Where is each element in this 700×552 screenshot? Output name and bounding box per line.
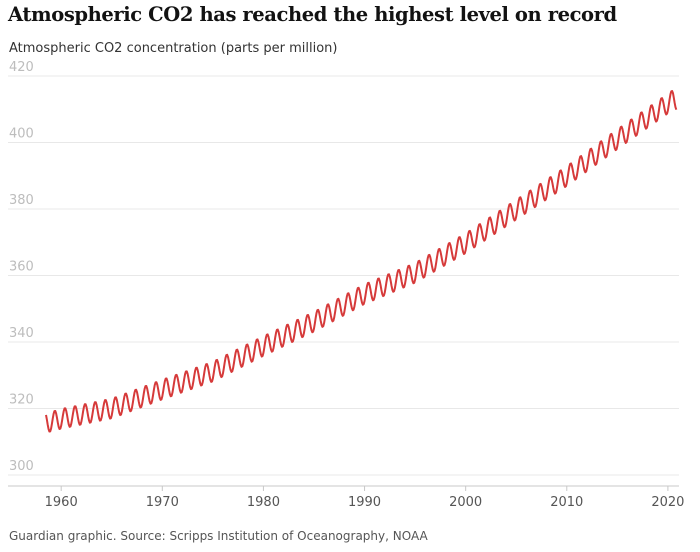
x-axis: 1960 1970 1980 1990 2000 2010 2020 bbox=[8, 485, 684, 510]
x-tick-label-2020: 2020 bbox=[651, 495, 684, 510]
chart-title: Atmospheric CO2 has reached the highest … bbox=[8, 3, 617, 26]
series-line-0 bbox=[45, 89, 678, 433]
x-tick-label-2000: 2000 bbox=[449, 495, 482, 510]
x-tick-label-1960: 1960 bbox=[45, 495, 78, 510]
x-tick-label-2010: 2010 bbox=[550, 495, 583, 510]
y-tick-label-380: 380 bbox=[9, 193, 34, 208]
x-tick-label-1970: 1970 bbox=[146, 495, 179, 510]
series-layer bbox=[45, 89, 678, 433]
source-note: Guardian graphic. Source: Scripps Instit… bbox=[9, 529, 428, 543]
chart-subtitle: Atmospheric CO2 concentration (parts per… bbox=[9, 41, 338, 56]
gridlines bbox=[8, 75, 679, 476]
y-tick-label-320: 320 bbox=[9, 393, 34, 408]
x-tick-label-1990: 1990 bbox=[348, 495, 381, 510]
y-tick-label-340: 340 bbox=[9, 326, 34, 341]
y-tick-label-400: 400 bbox=[9, 127, 34, 142]
y-axis-tick-labels: 300 320 340 360 380 400 420 bbox=[9, 60, 34, 474]
y-tick-label-420: 420 bbox=[9, 60, 34, 75]
x-tick-label-1980: 1980 bbox=[247, 495, 280, 510]
y-tick-label-360: 360 bbox=[9, 260, 34, 275]
y-tick-label-300: 300 bbox=[9, 459, 34, 474]
